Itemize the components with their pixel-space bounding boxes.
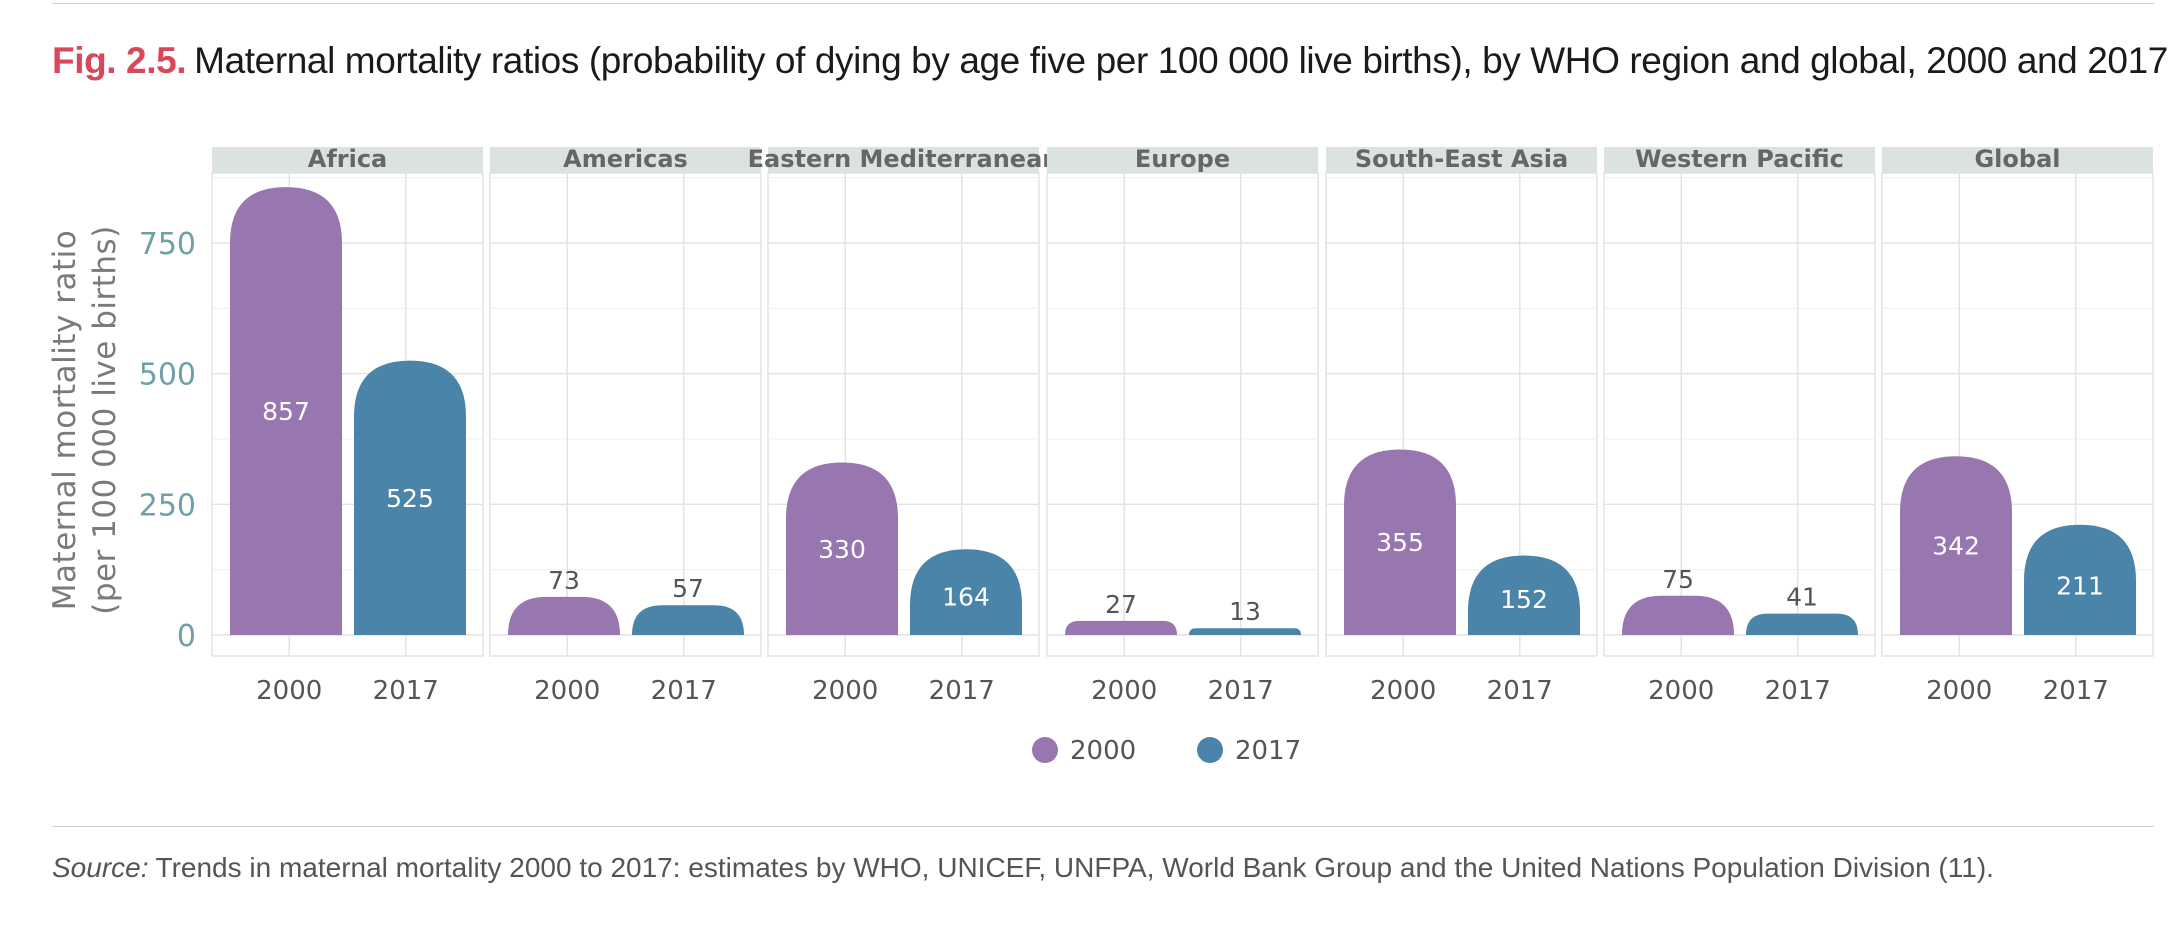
panel-background — [489, 172, 762, 657]
y-tick-label: 0 — [177, 619, 196, 654]
panel-western-pacific: Western Pacific 75 41 2000 2017 — [1603, 145, 1876, 706]
x-tick-label: 2017 — [929, 676, 995, 706]
data-label: 27 — [1105, 590, 1137, 619]
bar-americas-2017 — [632, 605, 744, 635]
data-label: 75 — [1662, 565, 1694, 594]
bar-africa-2017 — [354, 360, 466, 635]
panel-strip — [1882, 147, 2153, 173]
panel-background — [1603, 172, 1876, 657]
bar-africa-2000 — [230, 187, 342, 636]
y-tick-label: 750 — [139, 227, 196, 262]
y-tick-label: 250 — [139, 488, 196, 523]
panel-strip — [212, 147, 483, 173]
y-axis-title-line: Maternal mortality ratio — [47, 230, 83, 610]
panel-strip-label: Africa — [308, 145, 388, 173]
data-label: 211 — [2056, 571, 2104, 600]
bar-eastern-mediterranean-2000 — [786, 462, 898, 635]
panel-strip — [1326, 147, 1597, 173]
source-text: Trends in maternal mortality 2000 to 201… — [155, 852, 1994, 883]
data-label: 164 — [942, 582, 990, 611]
panel-americas: Americas 73 57 2000 2017 — [489, 145, 762, 706]
panel-strip-label: Eastern Mediterranean — [748, 145, 1060, 173]
x-tick-label: 2000 — [534, 676, 600, 706]
x-tick-label: 2017 — [651, 676, 717, 706]
legend-label: 2000 — [1070, 736, 1136, 766]
data-label: 342 — [1932, 532, 1980, 561]
panel-strip-label: Global — [1974, 145, 2060, 173]
bar-global-2000 — [1900, 456, 2012, 635]
panel-europe: Europe 27 13 2000 2017 — [1046, 145, 1319, 706]
y-tick-label: 500 — [139, 358, 196, 393]
panel-background — [1046, 172, 1319, 657]
y-axis-title-line: (per 100 000 live births) — [87, 225, 123, 615]
data-label: 355 — [1376, 528, 1424, 557]
x-tick-label: 2000 — [1370, 676, 1436, 706]
bar-americas-2000 — [508, 596, 620, 635]
data-label: 41 — [1786, 583, 1818, 612]
bar-south-east-asia-2017 — [1468, 555, 1580, 635]
panel-gridlines — [1047, 173, 1318, 656]
bar-western-pacific-2017 — [1746, 613, 1858, 635]
panel-global: Global 342 211 2000 2017 — [1881, 145, 2154, 706]
x-tick-label: 2017 — [1765, 676, 1831, 706]
panel-africa: Africa 857 525 2000 2017 — [211, 145, 484, 706]
bar-europe-2000 — [1065, 620, 1177, 635]
legend-swatch — [1032, 737, 1058, 763]
panel-strip — [490, 147, 761, 173]
x-tick-label: 2000 — [1648, 676, 1714, 706]
bar-europe-2017 — [1189, 628, 1301, 635]
panel-eastern-mediterranean: Eastern Mediterranean 330 164 2000 2017 — [748, 145, 1060, 706]
figure-title: Fig. 2.5. Maternal mortality ratios (prob… — [52, 40, 2168, 82]
panel-gridlines — [1604, 173, 1875, 656]
legend-swatch — [1197, 737, 1223, 763]
bar-global-2017 — [2024, 524, 2136, 635]
top-rule — [52, 3, 2154, 4]
x-tick-label: 2000 — [1926, 676, 1992, 706]
x-tick-label: 2000 — [1091, 676, 1157, 706]
x-tick-label: 2000 — [256, 676, 322, 706]
bar-south-east-asia-2000 — [1344, 449, 1456, 635]
data-label: 525 — [386, 484, 434, 513]
legend-item-2000: 2000 — [1032, 736, 1136, 766]
data-label: 857 — [262, 397, 310, 426]
bar-eastern-mediterranean-2017 — [910, 549, 1022, 635]
panel-strip — [1047, 147, 1318, 173]
panel-strip-label: Europe — [1135, 145, 1230, 173]
legend: 2000 2017 — [1032, 736, 1301, 766]
source-note: Source: Trends in maternal mortality 2000… — [52, 852, 2162, 884]
panel-strip — [768, 147, 1039, 173]
data-label: 330 — [818, 535, 866, 564]
figure-label: Fig. 2.5. — [52, 40, 187, 81]
x-tick-label: 2017 — [1208, 676, 1274, 706]
panel-strip-label: South-East Asia — [1355, 145, 1568, 173]
legend-item-2017: 2017 — [1197, 736, 1301, 766]
figure-title-text: Maternal mortality ratios (probability o… — [194, 40, 2168, 81]
x-tick-label: 2017 — [373, 676, 439, 706]
x-tick-label: 2017 — [1487, 676, 1553, 706]
data-label: 57 — [672, 574, 704, 603]
y-axis-title: Maternal mortality ratio (per 100 000 liv… — [47, 225, 123, 615]
bar-western-pacific-2000 — [1622, 595, 1734, 635]
panel-strip — [1604, 147, 1875, 173]
data-label: 73 — [548, 566, 580, 595]
source-label: Source: — [52, 852, 149, 883]
faceted-bar-chart: Maternal mortality ratio (per 100 000 liv… — [47, 145, 2154, 766]
legend-label: 2017 — [1235, 736, 1301, 766]
data-label: 13 — [1229, 597, 1261, 626]
panel-strip-label: Americas — [563, 145, 688, 173]
x-tick-label: 2000 — [812, 676, 878, 706]
panel-strip-label: Western Pacific — [1635, 145, 1844, 173]
bottom-rule — [52, 826, 2154, 827]
x-tick-label: 2017 — [2043, 676, 2109, 706]
data-label: 152 — [1500, 585, 1548, 614]
panel-south-east-asia: South-East Asia 355 152 2000 2017 — [1325, 145, 1598, 706]
